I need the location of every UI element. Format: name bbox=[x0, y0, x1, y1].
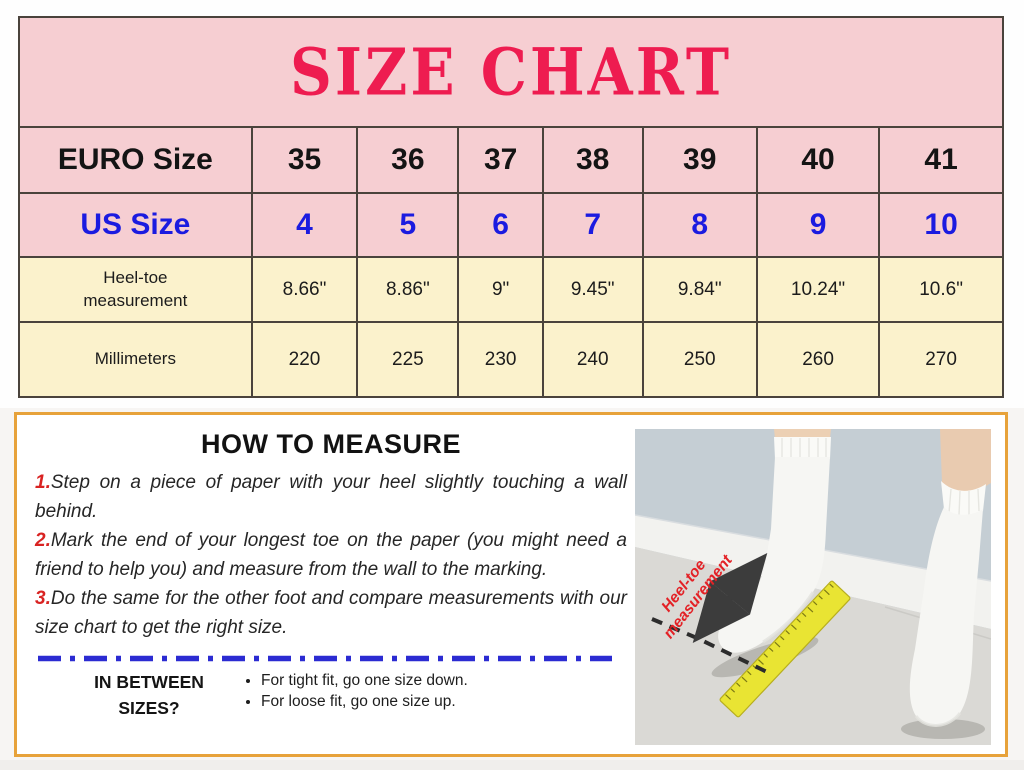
heel-toe-value: 9" bbox=[459, 258, 544, 323]
millimeters-value: 270 bbox=[880, 323, 1002, 396]
euro-size-value: 38 bbox=[543, 128, 644, 194]
step-number: 3. bbox=[35, 588, 51, 609]
ruler bbox=[719, 580, 851, 718]
heel-toe-value: 8.86" bbox=[358, 258, 460, 323]
millimeters-row-label: Millimeters bbox=[20, 323, 253, 396]
size-chart-grid: EURO Size 35 36 37 38 39 40 41 US Size 4… bbox=[20, 128, 1002, 396]
us-size-value: 6 bbox=[459, 194, 544, 258]
heel-toe-value: 9.84" bbox=[643, 258, 758, 323]
measure-step-1: 1.Step on a piece of paper with your hee… bbox=[35, 469, 627, 526]
millimeters-value: 260 bbox=[757, 323, 881, 396]
measure-step-3: 3.Do the same for the other foot and com… bbox=[35, 585, 627, 642]
euro-size-value: 39 bbox=[643, 128, 758, 194]
us-size-row-label: US Size bbox=[20, 194, 253, 258]
step-text: Mark the end of your longest toe on the … bbox=[35, 530, 627, 580]
us-size-value: 8 bbox=[643, 194, 758, 258]
us-size-value: 9 bbox=[757, 194, 881, 258]
millimeters-value: 250 bbox=[643, 323, 758, 396]
euro-size-value: 41 bbox=[880, 128, 1002, 194]
measurement-arrow bbox=[692, 552, 768, 644]
step-text: Do the same for the other foot and compa… bbox=[35, 588, 627, 638]
how-to-measure-text-column: HOW TO MEASURE 1.Step on a piece of pape… bbox=[35, 423, 627, 722]
size-chart-table: SIZE CHART EURO Size 35 36 37 38 39 40 4… bbox=[18, 16, 1004, 398]
millimeters-value: 230 bbox=[459, 323, 544, 396]
heel-toe-row-label: Heel-toe measurement bbox=[20, 258, 253, 323]
right-sock bbox=[909, 507, 983, 726]
us-size-value: 5 bbox=[358, 194, 460, 258]
step-number: 1. bbox=[35, 472, 51, 493]
size-chart-title-row: SIZE CHART bbox=[20, 18, 1002, 128]
how-to-measure-title: HOW TO MEASURE bbox=[200, 429, 461, 459]
measure-step-2: 2.Mark the end of your longest toe on th… bbox=[35, 527, 627, 584]
fit-advice-item: For tight fit, go one size down. bbox=[261, 672, 468, 690]
euro-size-value: 40 bbox=[757, 128, 881, 194]
millimeters-value: 225 bbox=[358, 323, 460, 396]
measurement-illustration: Heel-toe measurement bbox=[635, 429, 991, 745]
euro-size-value: 36 bbox=[358, 128, 460, 194]
us-size-value: 4 bbox=[252, 194, 359, 258]
heel-toe-value: 10.6" bbox=[880, 258, 1002, 323]
how-to-measure-panel: HOW TO MEASURE 1.Step on a piece of pape… bbox=[14, 412, 1008, 757]
heel-toe-value: 10.24" bbox=[757, 258, 881, 323]
step-number: 2. bbox=[35, 530, 51, 551]
euro-size-value: 37 bbox=[459, 128, 544, 194]
dash-dot-divider bbox=[38, 655, 612, 662]
euro-size-value: 35 bbox=[252, 128, 359, 194]
measurement-photo: Heel-toe measurement bbox=[635, 429, 991, 745]
in-between-sizes-row: IN BETWEEN SIZES? For tight fit, go one … bbox=[35, 669, 627, 722]
euro-size-row-label: EURO Size bbox=[20, 128, 253, 194]
in-between-sizes-label: IN BETWEEN SIZES? bbox=[94, 672, 204, 719]
fit-advice-item: For loose fit, go one size up. bbox=[261, 693, 468, 711]
heel-toe-value: 9.45" bbox=[543, 258, 644, 323]
right-foot-shadow bbox=[901, 719, 985, 739]
step-text: Step on a piece of paper with your heel … bbox=[35, 472, 627, 522]
millimeters-value: 220 bbox=[252, 323, 359, 396]
us-size-value: 7 bbox=[543, 194, 644, 258]
right-leg bbox=[909, 429, 991, 727]
size-chart-title: SIZE CHART bbox=[289, 33, 733, 111]
us-size-value: 10 bbox=[880, 194, 1002, 258]
heel-toe-value: 8.66" bbox=[252, 258, 359, 323]
fit-advice-list: For tight fit, go one size down. For loo… bbox=[239, 669, 468, 714]
millimeters-value: 240 bbox=[543, 323, 644, 396]
